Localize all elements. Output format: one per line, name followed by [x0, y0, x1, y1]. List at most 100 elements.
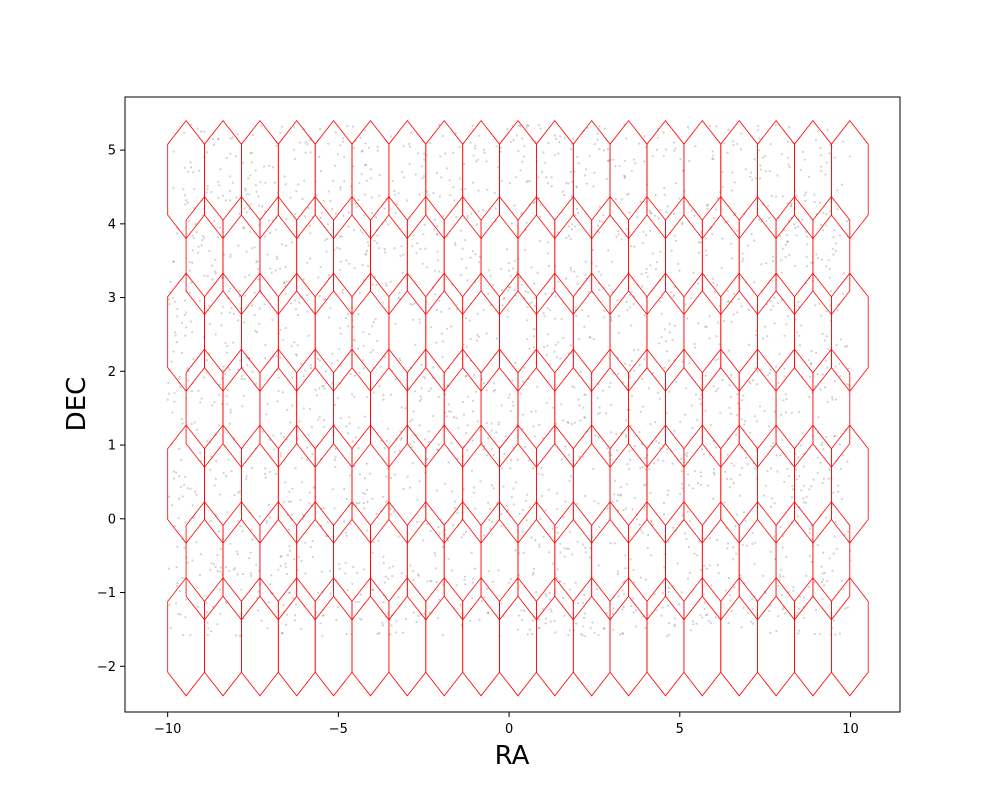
scatter-point — [721, 237, 724, 240]
scatter-point — [216, 236, 220, 239]
scatter-point — [342, 214, 345, 217]
scatter-point — [847, 530, 850, 534]
scatter-point — [268, 438, 271, 441]
scatter-point — [526, 306, 529, 309]
scatter-point — [582, 456, 585, 459]
scatter-point — [805, 235, 809, 238]
scatter-point — [298, 141, 302, 144]
scatter-point — [678, 197, 681, 200]
scatter-point — [576, 602, 579, 605]
scatter-point — [573, 270, 576, 273]
scatter-point — [319, 127, 322, 131]
scatter-point — [288, 549, 291, 552]
scatter-point — [354, 600, 357, 604]
scatter-point — [394, 211, 397, 214]
scatter-point — [172, 150, 175, 153]
scatter-point — [352, 146, 356, 150]
scatter-point — [684, 413, 687, 416]
scatter-point — [389, 280, 392, 283]
scatter-point — [574, 581, 577, 584]
scatter-point — [578, 455, 581, 459]
scatter-point — [567, 634, 570, 637]
scatter-point — [719, 411, 722, 414]
scatter-point — [402, 487, 405, 491]
scatter-point — [173, 400, 176, 403]
scatter-point — [167, 298, 171, 301]
scatter-point — [409, 420, 412, 423]
scatter-point — [315, 194, 318, 197]
scatter-point — [825, 213, 828, 216]
scatter-point — [309, 364, 313, 367]
scatter-point — [358, 617, 361, 621]
scatter-point — [780, 259, 783, 262]
scatter-point — [199, 401, 202, 404]
scatter-point — [373, 239, 376, 242]
scatter-point — [508, 286, 512, 289]
scatter-point — [466, 279, 469, 282]
scatter-point — [677, 262, 680, 265]
scatter-point — [754, 367, 757, 370]
scatter-point — [396, 203, 399, 206]
scatter-point — [686, 577, 690, 580]
scatter-point — [809, 528, 812, 531]
scatter-point — [305, 293, 308, 297]
scatter-point — [822, 578, 825, 581]
scatter-point — [321, 634, 324, 637]
scatter-point — [531, 632, 534, 636]
scatter-point — [214, 258, 217, 261]
scatter-point — [309, 546, 313, 549]
scatter-point — [376, 149, 379, 152]
scatter-point — [381, 621, 384, 624]
scatter-point — [518, 512, 521, 516]
scatter-point — [583, 593, 586, 597]
scatter-point — [560, 318, 563, 321]
scatter-point — [408, 145, 411, 148]
scatter-point — [544, 592, 547, 595]
scatter-point — [492, 284, 495, 287]
scatter-point — [824, 386, 827, 389]
scatter-point — [493, 192, 496, 195]
scatter-point — [528, 302, 531, 305]
scatter-point — [256, 609, 260, 612]
scatter-point — [559, 542, 562, 545]
scatter-point — [167, 381, 170, 385]
scatter-point — [822, 551, 825, 554]
scatter-point — [441, 356, 444, 359]
scatter-point — [657, 391, 660, 394]
scatter-point — [437, 395, 440, 399]
scatter-point — [327, 316, 330, 319]
scatter-point — [446, 539, 449, 542]
scatter-point — [567, 234, 570, 237]
scatter-point — [666, 604, 670, 607]
scatter-point — [541, 473, 544, 476]
scatter-point — [532, 619, 535, 622]
scatter-point — [602, 389, 605, 392]
scatter-point — [651, 523, 654, 526]
scatter-point — [289, 302, 293, 305]
scatter-point — [206, 151, 209, 154]
scatter-point — [582, 406, 585, 409]
scatter-point — [334, 131, 337, 134]
scatter-point — [841, 454, 845, 457]
scatter-point — [218, 393, 221, 396]
scatter-point — [667, 633, 671, 636]
scatter-point — [219, 612, 222, 615]
scatter-point — [444, 411, 447, 414]
scatter-point — [733, 464, 736, 467]
scatter-point — [509, 410, 512, 413]
scatter-point — [382, 601, 385, 604]
scatter-point — [650, 520, 653, 523]
scatter-point — [729, 599, 732, 602]
scatter-point — [462, 533, 465, 536]
scatter-point — [362, 331, 365, 334]
scatter-point — [344, 572, 347, 575]
scatter-point — [304, 151, 307, 154]
scatter-point — [602, 627, 605, 630]
scatter-point — [497, 423, 500, 426]
scatter-point — [558, 141, 561, 144]
scatter-point — [753, 415, 757, 418]
scatter-point — [598, 231, 601, 234]
scatter-point — [438, 195, 441, 198]
scatter-point — [769, 143, 772, 146]
scatter-point — [329, 199, 332, 202]
